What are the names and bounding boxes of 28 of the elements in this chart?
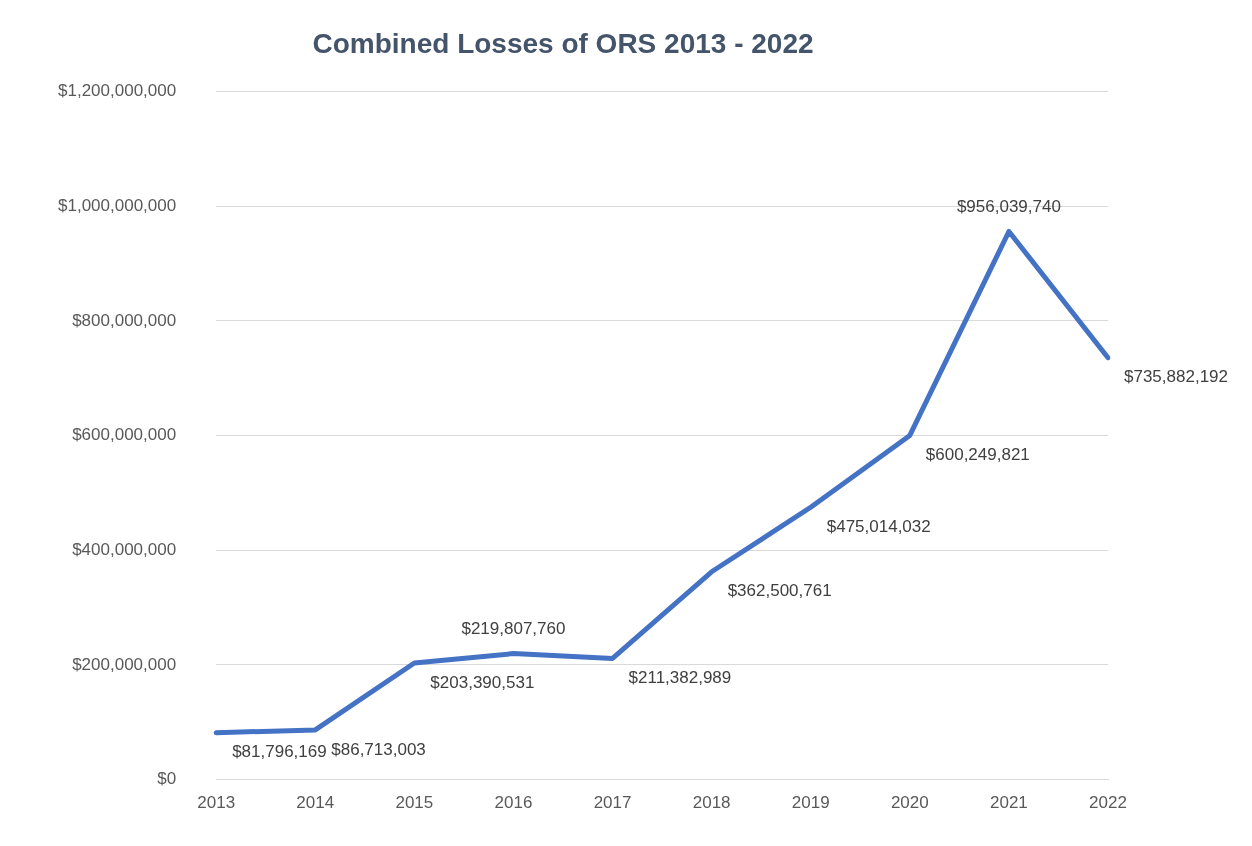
data-label: $956,039,740: [956, 197, 1061, 217]
y-tick-label: $200,000,000: [72, 654, 177, 674]
y-tick-label: $800,000,000: [72, 310, 177, 330]
x-tick-label: 2018: [692, 793, 731, 813]
data-label: $600,249,821: [925, 445, 1030, 465]
data-label: $362,500,761: [727, 581, 832, 601]
x-tick-label: 2021: [989, 793, 1028, 813]
y-tick-label: $1,200,000,000: [58, 81, 177, 101]
y-tick-label: $0: [157, 769, 177, 789]
y-tick-label: $600,000,000: [72, 425, 177, 445]
x-tick-label: 2014: [296, 793, 335, 813]
data-label: $86,713,003: [331, 739, 426, 759]
y-tick-label: $1,000,000,000: [58, 195, 177, 215]
x-tick-label: 2017: [593, 793, 632, 813]
x-tick-label: 2020: [890, 793, 929, 813]
x-tick-label: 2013: [197, 793, 236, 813]
x-tick-label: 2016: [494, 793, 533, 813]
data-label: $81,796,169: [232, 742, 327, 762]
data-label: $219,807,760: [461, 619, 566, 639]
chart-title: Combined Losses of ORS 2013 - 2022: [312, 27, 814, 59]
data-label: $475,014,032: [826, 516, 931, 536]
data-label: $211,382,989: [628, 668, 732, 688]
x-tick-label: 2022: [1089, 793, 1127, 813]
y-tick-label: $400,000,000: [72, 539, 177, 559]
x-tick-label: 2015: [395, 793, 434, 813]
x-tick-label: 2019: [791, 793, 830, 813]
data-label: $203,390,531: [430, 672, 535, 692]
data-label: $735,882,192: [1124, 367, 1228, 387]
